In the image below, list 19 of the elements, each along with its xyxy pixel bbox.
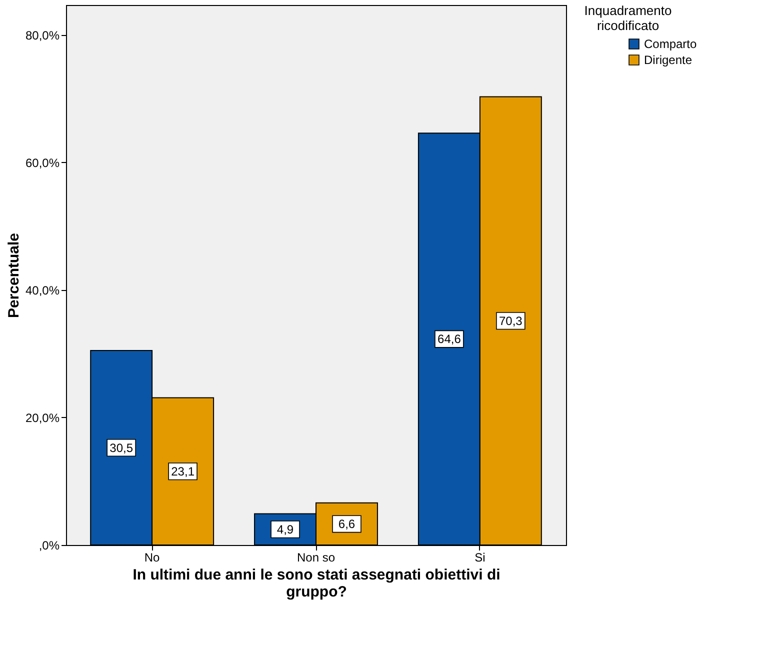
legend-label: Comparto — [644, 37, 698, 51]
x-axis-title: In ultimi due anni le sono stati assegnati obiettivi di gruppo? — [132, 566, 500, 600]
y-axis-title: Percentuale — [5, 232, 22, 318]
data-label: 6,6 — [338, 516, 356, 531]
x-tick-label: Non so — [296, 550, 336, 564]
data-label: 64,6 — [438, 332, 462, 346]
y-tick-label: 80,0% — [25, 28, 60, 42]
data-label: 30,5 — [110, 440, 134, 455]
data-label: 70,3 — [498, 314, 523, 328]
y-tick-label: ,0% — [38, 538, 60, 552]
y-tick-label: 40,0% — [25, 283, 60, 298]
x-tick-label: Si — [474, 550, 486, 564]
legend-label: Dirigente — [644, 53, 692, 67]
y-tick-label: 60,0% — [25, 156, 60, 170]
data-label: 23,1 — [171, 464, 195, 478]
data-label: 4,9 — [276, 522, 294, 536]
y-tick-label: 20,0% — [25, 410, 60, 425]
x-tick-label: No — [144, 550, 160, 564]
legend-title: Inquadramento ricodificato — [584, 3, 672, 33]
